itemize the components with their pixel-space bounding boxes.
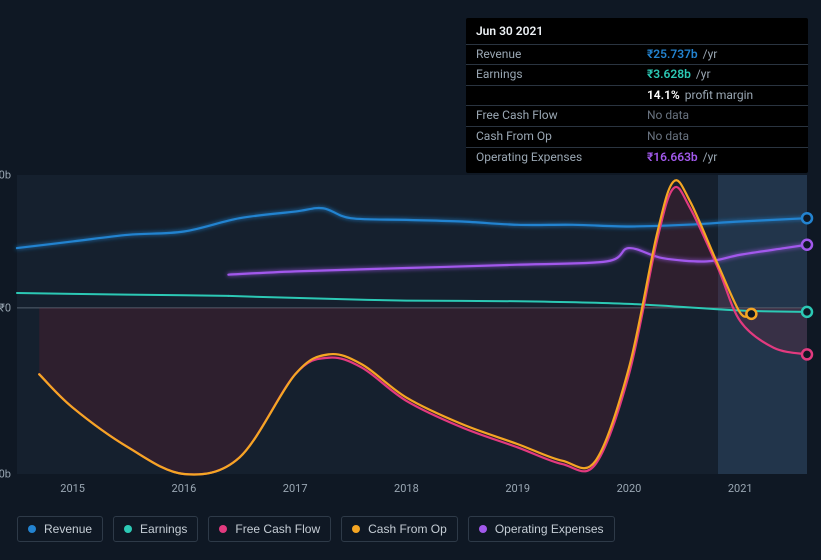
tooltip: Jun 30 2021 Revenue₹25.737b /yrEarnings₹… <box>466 18 808 173</box>
tooltip-row: Free Cash FlowNo data <box>466 106 808 127</box>
y-tick-label: ₹0 <box>0 301 17 314</box>
legend-dot <box>479 525 487 533</box>
x-tick-label: 2020 <box>617 482 642 495</box>
legend-item-free-cash-flow[interactable]: Free Cash Flow <box>208 516 331 542</box>
tooltip-row-value: No data <box>637 126 808 147</box>
legend-item-cash-from-op[interactable]: Cash From Op <box>341 516 458 542</box>
tooltip-row-value: ₹25.737b /yr <box>637 44 808 65</box>
legend-dot <box>124 525 132 533</box>
tooltip-row-label: Earnings <box>466 65 637 86</box>
legend-label: Cash From Op <box>368 522 447 536</box>
tooltip-row: Revenue₹25.737b /yr <box>466 44 808 65</box>
y-tick-label: ₹40b <box>0 169 17 182</box>
legend-label: Operating Expenses <box>495 522 604 536</box>
tooltip-row-label: Operating Expenses <box>466 147 637 167</box>
tooltip-row: Cash From OpNo data <box>466 126 808 147</box>
x-tick-label: 2015 <box>60 482 85 495</box>
x-tick-label: 2021 <box>728 482 753 495</box>
tooltip-row-label: Free Cash Flow <box>466 106 637 127</box>
legend-item-revenue[interactable]: Revenue <box>17 516 103 542</box>
legend-dot <box>219 525 227 533</box>
tooltip-row-value: ₹3.628b /yr <box>637 65 808 86</box>
legend-label: Revenue <box>44 522 92 536</box>
tooltip-row-label: Revenue <box>466 44 637 65</box>
tooltip-table: Revenue₹25.737b /yrEarnings₹3.628b /yr14… <box>466 44 808 168</box>
legend-dot <box>352 525 360 533</box>
legend-dot <box>28 525 36 533</box>
tooltip-row: 14.1% profit margin <box>466 85 808 106</box>
legend-item-operating-expenses[interactable]: Operating Expenses <box>468 516 615 542</box>
x-tick-label: 2018 <box>394 482 419 495</box>
tooltip-row-value: 14.1% profit margin <box>637 85 808 106</box>
legend-item-earnings[interactable]: Earnings <box>113 516 198 542</box>
x-tick-label: 2017 <box>283 482 308 495</box>
tooltip-date: Jun 30 2021 <box>466 24 808 44</box>
tooltip-row-label: Cash From Op <box>466 126 637 147</box>
y-tick-label: -₹50b <box>0 468 17 481</box>
tooltip-row: Earnings₹3.628b /yr <box>466 65 808 86</box>
legend-label: Earnings <box>140 522 187 536</box>
tooltip-row-value: No data <box>637 106 808 127</box>
legend-label: Free Cash Flow <box>235 522 320 536</box>
tooltip-row-value: ₹16.663b /yr <box>637 147 808 167</box>
x-tick-label: 2019 <box>505 482 530 495</box>
chart: ₹40b₹0-₹50b 2015201620172018201920202021 <box>17 175 807 474</box>
tooltip-row: Operating Expenses₹16.663b /yr <box>466 147 808 167</box>
x-tick-label: 2016 <box>172 482 197 495</box>
legend: Revenue Earnings Free Cash Flow Cash From O… <box>17 516 807 542</box>
chart-svg <box>17 175 807 474</box>
tooltip-row-label <box>466 85 637 106</box>
